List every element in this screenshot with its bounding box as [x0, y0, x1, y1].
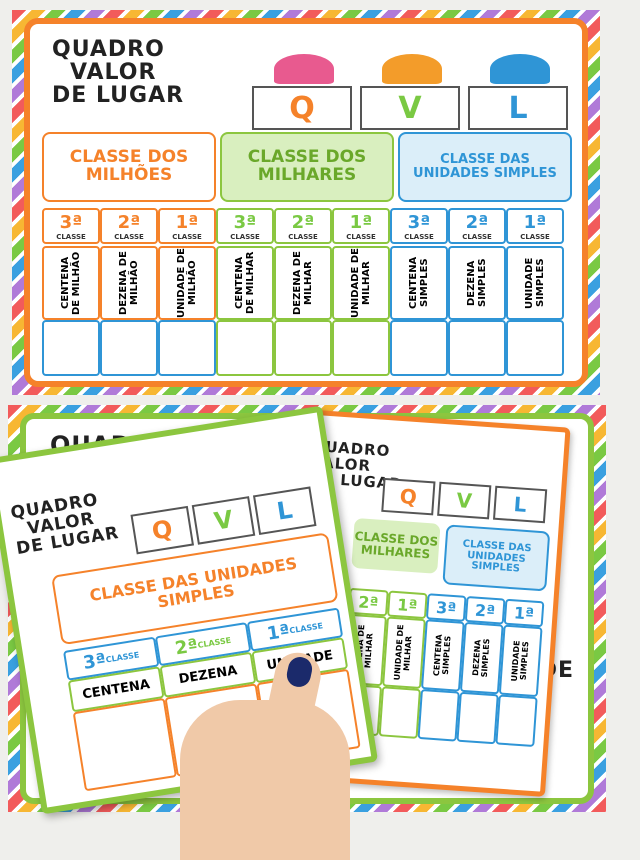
ordinal: 2ª CLASSE — [448, 208, 506, 244]
blank-cell — [158, 320, 216, 376]
ordinal: 1ª CLASSE — [158, 208, 216, 244]
ordinal: 1ª — [386, 590, 428, 620]
blank-cell — [456, 691, 499, 745]
column-header: DEZENA DE MILHAR — [274, 246, 332, 320]
class-thousands: CLASSE DOS MILHARES — [351, 517, 441, 574]
column-header: CENTENA SIMPLES — [390, 246, 448, 320]
blank-cell — [72, 697, 178, 792]
blank-cell — [506, 320, 564, 376]
ordinal: 1ª CLASSE — [506, 208, 564, 244]
qvl-boxes: Q V L — [252, 54, 568, 130]
class-row: CLASSE DOS MILHÕES CLASSE DOS MILHARES C… — [42, 132, 572, 202]
q-box: Q — [130, 505, 195, 555]
ordinal: 2ª CLASSE — [274, 208, 332, 244]
ordinal: 3ª — [425, 593, 467, 622]
ordinal: 3ª CLASSE — [390, 208, 448, 244]
ordinal: 1ª CLASSE — [332, 208, 390, 244]
title-line: QUADRO — [52, 37, 165, 62]
column-header: CENTENA SIMPLES — [420, 619, 465, 692]
column-header: DEZENA DE MILHÃO — [100, 246, 158, 320]
nail-polish — [284, 654, 315, 690]
class-millions: CLASSE DOS MILHÕES — [42, 132, 216, 202]
l-letter: L — [508, 90, 528, 126]
kid-icon — [274, 54, 334, 84]
class-units: CLASSE DAS UNIDADES SIMPLES — [398, 132, 572, 202]
q-box: Q — [381, 477, 436, 516]
blank-cell — [274, 320, 332, 376]
ordinal: 2ª CLASSE — [100, 208, 158, 244]
middle-qvl: Q V L — [381, 477, 548, 524]
ordinal: 2ª — [464, 595, 506, 625]
blank-cell — [100, 320, 158, 376]
ordinal-row: 3ª CLASSE 2ª CLASSE 1ª CLASSE 3ª CLASSE 2ª CL… — [42, 208, 564, 244]
front-card-title: QUADRO VALOR DE LUGAR — [9, 489, 121, 559]
blank-cell — [42, 320, 100, 376]
kid-icon — [490, 54, 550, 84]
v-box: V — [191, 496, 256, 545]
column-header: UNIDADE DE MILHAR — [382, 616, 426, 689]
class-units: CLASSE DAS UNIDADES SIMPLES — [442, 524, 551, 592]
ordinal: 3ª CLASSE — [42, 208, 100, 244]
column-headers: CENTENA DE MILHÃO DEZENA DE MILHÃO UNIDA… — [42, 246, 564, 376]
column-header: DEZENA SIMPLES — [448, 246, 506, 320]
kid-icon — [382, 54, 442, 84]
column-header: UNIDADE DE MILHÃO — [158, 246, 216, 320]
l-box: L — [252, 486, 317, 535]
ordinal: 3ª CLASSE — [216, 208, 274, 244]
v-letter: V — [398, 90, 422, 126]
column-header: UNIDADE DE MILHAR — [332, 246, 390, 320]
blank-cell — [390, 320, 448, 376]
title-line: VALOR — [70, 60, 157, 86]
q-box: Q — [252, 54, 352, 130]
blank-cell — [332, 320, 390, 376]
top-poster: QUADRO VALOR DE LUGAR Q V L CLASSE DOS M… — [12, 10, 600, 395]
ordinal: 1ª — [503, 598, 545, 628]
q-letter: Q — [289, 90, 315, 126]
column-header: UNIDADE SIMPLES — [498, 624, 543, 698]
class-thousands: CLASSE DOS MILHARES — [220, 132, 394, 202]
blank-cell — [448, 320, 506, 376]
column-header: UNIDADE SIMPLES — [506, 246, 564, 320]
column-header: CENTENA DE MILHAR — [216, 246, 274, 320]
top-poster-title: QUADRO VALOR DE LUGAR — [52, 38, 184, 107]
column-header: DEZENA SIMPLES — [459, 621, 504, 695]
blank-cell — [378, 686, 421, 739]
l-box: L — [492, 485, 548, 524]
blank-cell — [495, 694, 538, 748]
v-box: V — [437, 481, 492, 520]
v-box: V — [360, 54, 460, 130]
blank-cell — [417, 688, 460, 742]
column-header: CENTENA DE MILHÃO — [42, 246, 100, 320]
title-line: DE LUGAR — [52, 83, 185, 109]
l-box: L — [468, 54, 568, 130]
blank-cell — [216, 320, 274, 376]
